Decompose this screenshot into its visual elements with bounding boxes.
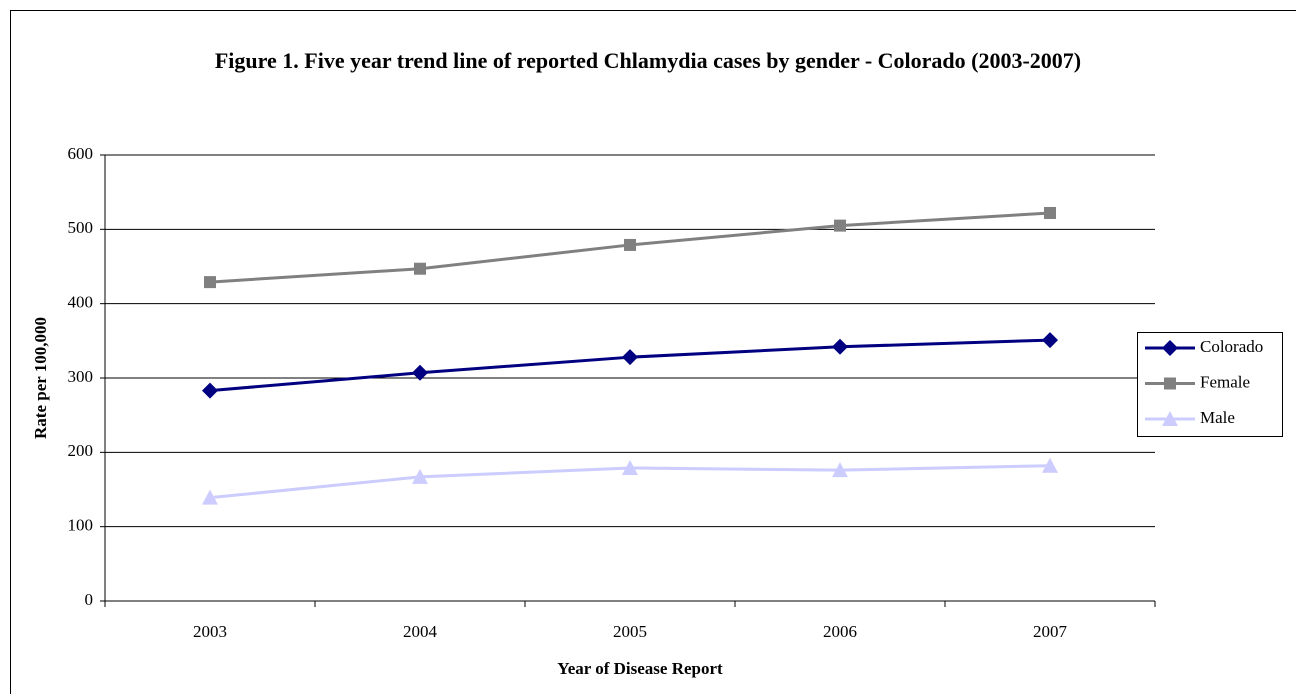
y-tick-label: 200: [68, 441, 94, 460]
data-point: [1042, 332, 1058, 349]
data-point: [202, 382, 218, 399]
y-tick-label: 0: [85, 590, 94, 609]
legend-marker: [1162, 340, 1178, 356]
data-point: [622, 459, 638, 475]
data-point: [414, 262, 426, 275]
y-tick-label: 600: [68, 144, 94, 163]
x-tick-label: 2006: [823, 622, 857, 641]
y-tick-label: 400: [68, 293, 94, 312]
legend-marker: [1164, 377, 1176, 390]
data-point: [832, 462, 848, 478]
data-point: [622, 349, 638, 366]
legend-marker: [1162, 411, 1178, 426]
x-tick-label: 2007: [1033, 622, 1068, 641]
legend-label: Male: [1200, 408, 1235, 427]
x-tick-label: 2005: [613, 622, 647, 641]
legend-label: Female: [1200, 372, 1250, 391]
data-point: [832, 338, 848, 355]
x-tick-label: 2004: [403, 622, 438, 641]
data-point: [412, 364, 428, 381]
data-point: [204, 276, 216, 289]
y-axis-label: Rate per 100,000: [31, 317, 50, 439]
legend-label: Colorado: [1200, 337, 1263, 356]
data-point: [1042, 457, 1058, 473]
data-point: [1044, 206, 1056, 219]
data-point: [412, 468, 428, 484]
x-tick-label: 2003: [193, 622, 227, 641]
y-tick-label: 500: [68, 218, 94, 237]
series-line: [209, 338, 1051, 393]
y-tick-label: 100: [68, 516, 94, 535]
x-axis-label: Year of Disease Report: [557, 659, 723, 678]
data-point: [834, 219, 846, 232]
data-point: [202, 489, 218, 505]
chart-title: Figure 1. Five year trend line of report…: [214, 48, 1082, 73]
y-tick-label: 300: [68, 367, 94, 386]
chart-border: [10, 10, 1296, 694]
data-point: [624, 238, 636, 251]
